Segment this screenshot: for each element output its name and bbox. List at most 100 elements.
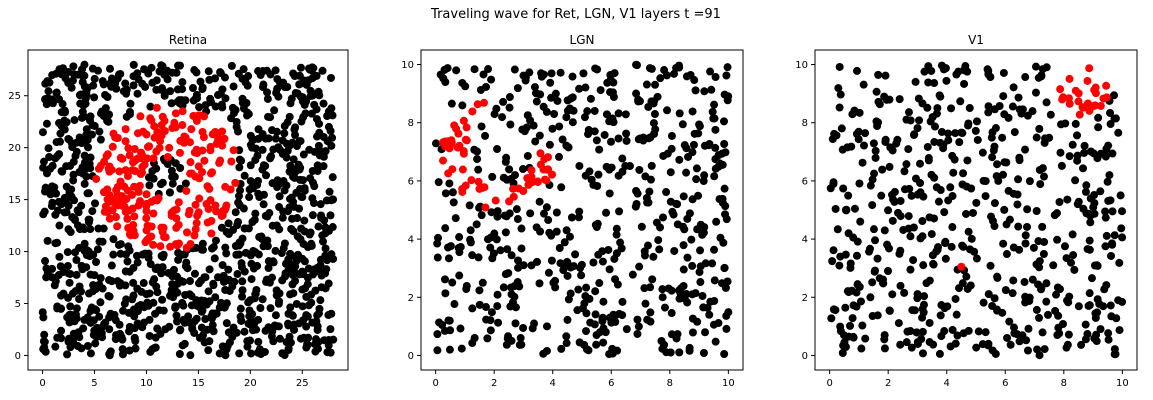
- lgn-point-inactive: [574, 285, 583, 294]
- retina-point-inactive: [209, 279, 218, 288]
- v1-point-inactive: [895, 95, 904, 104]
- retina-point-inactive: [43, 236, 52, 245]
- lgn-point-inactive: [552, 227, 561, 236]
- retina-point-active: [227, 157, 236, 166]
- v1-point-inactive: [957, 128, 966, 137]
- v1-point-inactive: [1009, 243, 1018, 252]
- retina-point-inactive: [145, 181, 154, 190]
- retina-point-inactive: [166, 291, 174, 300]
- lgn-point-inactive: [492, 235, 501, 244]
- v1-point-inactive: [930, 214, 939, 223]
- v1-point-inactive: [1069, 251, 1078, 260]
- lgn-point-inactive: [592, 136, 601, 145]
- lgn-point-inactive: [699, 228, 708, 237]
- retina-point-inactive: [128, 295, 137, 304]
- retina-point-active: [137, 148, 146, 157]
- retina-point-active: [158, 227, 167, 236]
- lgn-point-inactive: [699, 349, 708, 357]
- lgn-point-inactive: [678, 120, 687, 129]
- v1-point-inactive: [1010, 128, 1019, 137]
- lgn-point-inactive: [663, 106, 672, 115]
- retina-point-inactive: [245, 306, 254, 315]
- retina-point-inactive: [144, 249, 153, 258]
- retina-point-inactive: [269, 257, 278, 266]
- v1-point-inactive: [1077, 340, 1086, 349]
- v1-point-inactive: [1008, 102, 1017, 111]
- v1-point-active: [1096, 101, 1105, 110]
- retina-point-inactive: [246, 336, 255, 345]
- lgn-point-inactive: [618, 167, 627, 176]
- retina-point-inactive: [78, 223, 87, 232]
- lgn-point-inactive: [643, 315, 652, 324]
- lgn-point-inactive: [595, 145, 604, 154]
- retina-point-inactive: [298, 193, 307, 202]
- retina-point-inactive: [96, 298, 105, 307]
- retina-point-inactive: [39, 157, 48, 166]
- lgn-point-inactive: [592, 340, 601, 349]
- retina-point-inactive: [105, 276, 113, 285]
- lgn-point-inactive: [649, 119, 658, 128]
- v1-point-inactive: [1090, 209, 1099, 218]
- v1-xtick-label: 4: [944, 378, 950, 389]
- lgn-point-inactive: [607, 137, 615, 146]
- lgn-point-inactive: [711, 73, 720, 82]
- lgn-point-inactive: [682, 290, 691, 299]
- lgn-point-inactive: [457, 344, 466, 353]
- v1-point-inactive: [1035, 313, 1044, 322]
- lgn-point-inactive: [707, 85, 716, 94]
- v1-point-inactive: [950, 155, 959, 164]
- retina-point-inactive: [282, 153, 291, 162]
- lgn-point-inactive: [612, 230, 621, 239]
- retina-point-active: [172, 205, 181, 214]
- lgn-point-inactive: [445, 345, 454, 354]
- v1-point-inactive: [1114, 128, 1123, 137]
- lgn-point-inactive: [679, 241, 688, 250]
- retina-point-inactive: [288, 311, 297, 320]
- lgn-point-inactive: [609, 118, 618, 127]
- v1-point-inactive: [1029, 243, 1038, 252]
- retina-point-inactive: [236, 186, 245, 195]
- v1-point-inactive: [1114, 296, 1123, 305]
- retina-point-inactive: [205, 75, 214, 84]
- retina-point-inactive: [41, 257, 50, 266]
- lgn-point-inactive: [552, 208, 561, 217]
- lgn-point-inactive: [720, 349, 729, 358]
- lgn-point-inactive: [594, 250, 603, 259]
- retina-point-inactive: [246, 251, 255, 260]
- retina-point-active: [108, 142, 117, 151]
- retina-point-inactive: [50, 183, 59, 192]
- v1-point-inactive: [951, 129, 960, 138]
- retina-point-inactive: [282, 139, 291, 148]
- v1-point-inactive: [923, 142, 932, 151]
- v1-point-inactive: [1064, 330, 1073, 339]
- lgn-point-inactive: [589, 258, 598, 267]
- v1-point-active: [1065, 74, 1074, 83]
- v1-point-inactive: [882, 95, 891, 104]
- retina-point-inactive: [83, 341, 92, 350]
- v1-point-inactive: [1096, 187, 1105, 196]
- retina-point-inactive: [299, 150, 308, 159]
- v1-point-inactive: [1105, 171, 1114, 180]
- v1-point-inactive: [884, 266, 892, 275]
- v1-point-inactive: [834, 84, 843, 93]
- retina-point-active: [130, 212, 139, 221]
- retina-point-inactive: [235, 163, 244, 172]
- lgn-point-inactive: [544, 268, 553, 277]
- retina-point-inactive: [152, 282, 161, 291]
- lgn-point-inactive: [650, 110, 659, 119]
- retina-point-active: [206, 146, 215, 155]
- retina-point-active: [100, 157, 109, 166]
- v1-point-inactive: [1068, 140, 1077, 149]
- retina-point-inactive: [201, 101, 210, 110]
- lgn-point-inactive: [649, 252, 658, 261]
- v1-point-inactive: [1117, 224, 1126, 233]
- v1-point-inactive: [836, 322, 845, 331]
- v1-point-active: [1058, 95, 1067, 104]
- lgn-point-inactive: [488, 254, 497, 263]
- lgn-point-inactive: [547, 69, 556, 78]
- lgn-point-inactive: [722, 324, 731, 333]
- lgn-point-inactive: [648, 275, 657, 284]
- lgn-point-inactive: [508, 298, 517, 307]
- v1-point-inactive: [919, 261, 928, 270]
- retina-point-active: [118, 154, 127, 163]
